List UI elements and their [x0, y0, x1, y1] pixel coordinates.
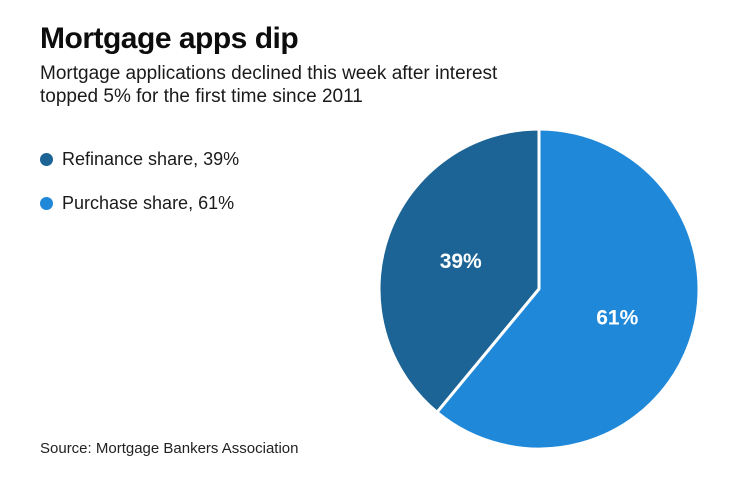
chart-subtitle-line-1: Mortgage applications declined this week… — [40, 63, 498, 84]
source-note: Source: Mortgage Bankers Association — [40, 440, 299, 457]
chart-header: Mortgage apps dip Mortgage applications … — [40, 22, 497, 108]
legend-swatch-purchase-icon — [40, 196, 53, 210]
legend-item-refinance: Refinance share, 39% — [40, 149, 239, 169]
pie-slice-value-label: 61% — [596, 307, 638, 330]
pie-chart: 39% 61% — [377, 127, 701, 451]
chart-legend: Refinance share, 39% Purchase share, 61% — [40, 149, 239, 237]
legend-swatch-refinance-icon — [40, 152, 53, 166]
pie-slice-refinance-share — [377, 127, 541, 414]
legend-label-refinance: Refinance share, 39% — [62, 148, 240, 169]
pie-slice-value-label: 39% — [440, 250, 482, 273]
chart-subtitle: Mortgage applications declined this week… — [40, 62, 497, 108]
page-title: Mortgage apps dip — [40, 22, 299, 55]
legend-item-purchase: Purchase share, 61% — [40, 193, 239, 213]
pie-slice-purchase-share — [435, 127, 701, 451]
legend-label-purchase: Purchase share, 61% — [62, 192, 235, 213]
chart-subtitle-line-2: topped 5% for the first time since 2011 — [40, 86, 363, 107]
